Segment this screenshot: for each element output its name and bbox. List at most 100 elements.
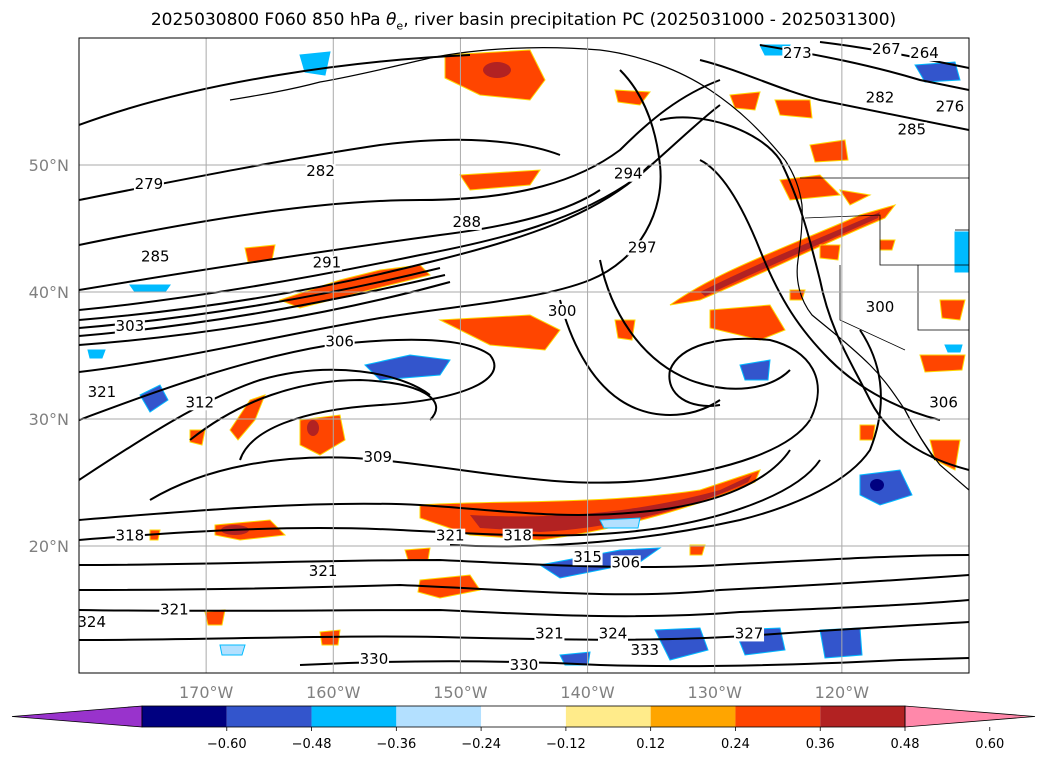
colorbar-segment bbox=[226, 706, 312, 727]
contour-label: 330 bbox=[510, 656, 539, 674]
contour-label-bg bbox=[782, 46, 813, 62]
colorbar-tick-label: 0.24 bbox=[721, 737, 750, 752]
colorbar-extend-high bbox=[904, 705, 1036, 728]
contour-label-bg bbox=[140, 249, 171, 265]
contour-label-bg bbox=[358, 651, 389, 667]
contour-label-bg bbox=[114, 319, 145, 335]
contour-label-bg bbox=[79, 615, 107, 631]
coast-alaska bbox=[229, 47, 786, 161]
contour-label-bg bbox=[509, 658, 539, 673]
colorbar-segment bbox=[142, 706, 227, 727]
contour-label-bg bbox=[865, 300, 895, 316]
contour-label: 285 bbox=[897, 120, 926, 138]
contour-label-bg bbox=[362, 449, 393, 465]
contour-label-bg bbox=[305, 164, 336, 180]
contour-label: 330 bbox=[360, 650, 389, 668]
contour-label: 327 bbox=[735, 624, 764, 642]
colorbar-extend-low bbox=[11, 705, 143, 728]
contour-label: 333 bbox=[630, 641, 659, 659]
precip-shading bbox=[149, 49, 966, 646]
colorbar-tick-label: −0.60 bbox=[207, 737, 247, 752]
colorbar-segment bbox=[565, 706, 651, 727]
contour-label-bg bbox=[629, 642, 660, 658]
contour-label-bg bbox=[184, 395, 215, 411]
contour-label: 318 bbox=[116, 527, 145, 545]
contour-label: 276 bbox=[936, 97, 965, 115]
map-background bbox=[79, 38, 969, 673]
contour-label-bg bbox=[435, 528, 466, 544]
colorbar-segment bbox=[650, 706, 736, 727]
contour-label-bg bbox=[627, 240, 658, 256]
lat-tick-label: 50°N bbox=[29, 156, 69, 175]
colorbar-tick-label: −0.24 bbox=[461, 737, 501, 752]
colorbar-tick-label: 0.12 bbox=[636, 737, 665, 752]
contour-label-bg bbox=[598, 626, 628, 642]
colorbar-tick-label: −0.36 bbox=[376, 737, 416, 752]
contour-label: 300 bbox=[548, 302, 577, 320]
contour-label-bg bbox=[610, 555, 641, 571]
contour-label: 294 bbox=[614, 165, 643, 183]
contour-label: 306 bbox=[325, 332, 354, 350]
colorbar-frame bbox=[141, 705, 906, 728]
contour-label: 303 bbox=[116, 317, 145, 335]
colorbar-tick-label: −0.12 bbox=[546, 737, 586, 752]
contour-label: 288 bbox=[452, 213, 481, 231]
contour-label-bg bbox=[734, 626, 765, 642]
contour-label: 282 bbox=[866, 89, 895, 107]
colorbar-segment bbox=[311, 706, 397, 727]
contour-label-bg bbox=[928, 395, 959, 411]
coastlines bbox=[229, 47, 969, 491]
colorbar-tick-label: −0.48 bbox=[292, 737, 332, 752]
contour-label-bg bbox=[324, 334, 355, 350]
contour-label: 324 bbox=[77, 613, 106, 631]
contour-label: 321 bbox=[535, 624, 564, 642]
contour-label-bg bbox=[133, 176, 164, 192]
contour-label: 300 bbox=[866, 298, 895, 316]
contour-label: 282 bbox=[306, 162, 335, 180]
contour-label-bg bbox=[159, 602, 190, 618]
contour-label-bg bbox=[896, 122, 927, 138]
contour-label-bg bbox=[502, 528, 533, 544]
contour-label: 273 bbox=[783, 44, 812, 62]
contour-label-bg bbox=[86, 385, 117, 401]
latitude-labels: 20°N 30°N 40°N 50°N bbox=[29, 156, 69, 556]
contour-label-bg bbox=[871, 42, 902, 58]
lat-tick-label: 30°N bbox=[29, 410, 69, 429]
contour-label: 321 bbox=[88, 383, 117, 401]
contour-label: 279 bbox=[135, 175, 164, 193]
contour-label-bg bbox=[909, 46, 940, 62]
colorbar-tick-label: 0.36 bbox=[806, 737, 835, 752]
contour-label: 291 bbox=[313, 254, 342, 272]
state-borders bbox=[800, 177, 969, 351]
colorbar-segment bbox=[396, 706, 482, 727]
colorbar-segment bbox=[735, 706, 821, 727]
lon-tick-label: 120°W bbox=[815, 683, 870, 702]
contour-label: 324 bbox=[599, 624, 628, 642]
contour-label: 315 bbox=[573, 548, 602, 566]
longitude-labels: 170°W 160°W 150°W 140°W 130°W 120°W bbox=[179, 683, 869, 702]
contour-label-bg bbox=[451, 214, 482, 230]
page-title: 2025030800 F060 850 hPa θe, river basin … bbox=[150, 10, 897, 33]
contour-label-bg bbox=[311, 255, 342, 271]
colorbar-segment bbox=[820, 706, 905, 727]
contour-label: 264 bbox=[910, 44, 939, 62]
lon-tick-label: 140°W bbox=[560, 683, 615, 702]
contour-label-bg bbox=[547, 303, 578, 319]
lon-tick-label: 130°W bbox=[688, 683, 743, 702]
map-frame bbox=[78, 37, 970, 674]
coast-baja bbox=[904, 409, 936, 461]
contour-label-bg bbox=[114, 528, 145, 544]
colorbar: −0.60 −0.48 −0.36 −0.24 −0.12 0.12 0.24 0.36 0.4… bbox=[11, 705, 1036, 752]
contour-label-bg bbox=[572, 550, 603, 566]
contour-label-bg bbox=[534, 626, 565, 642]
contour-label: 285 bbox=[141, 247, 170, 265]
contour-label: 306 bbox=[611, 553, 640, 571]
lon-tick-label: 170°W bbox=[179, 683, 234, 702]
contour-label: 267 bbox=[872, 40, 901, 58]
contour-label-bg bbox=[308, 564, 339, 580]
contour-label: 306 bbox=[929, 393, 958, 411]
contour-label: 321 bbox=[160, 600, 189, 618]
contour-label: 297 bbox=[628, 238, 657, 256]
